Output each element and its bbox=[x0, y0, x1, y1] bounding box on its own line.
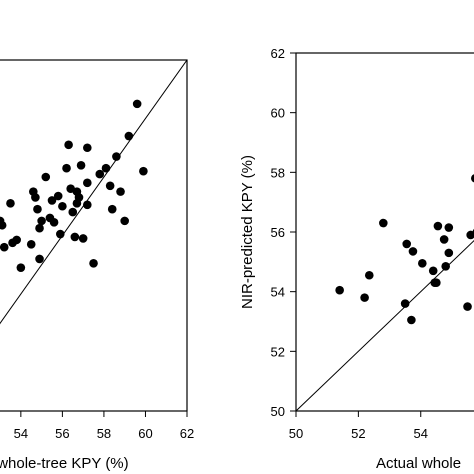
data-point bbox=[35, 223, 44, 233]
data-point bbox=[379, 218, 388, 228]
plot-frame bbox=[295, 52, 474, 412]
y-tick-label: 52 bbox=[271, 344, 285, 359]
data-point bbox=[33, 204, 42, 214]
data-point bbox=[16, 263, 26, 272]
y-tick-label: 50 bbox=[271, 404, 285, 419]
y-tick-label: 56 bbox=[271, 225, 285, 240]
data-point bbox=[463, 302, 472, 311]
data-point bbox=[132, 99, 142, 109]
data-point bbox=[360, 293, 369, 302]
data-point bbox=[70, 232, 80, 242]
x-tick-label: 54 bbox=[414, 426, 428, 441]
data-point bbox=[116, 187, 125, 196]
data-point bbox=[407, 315, 416, 325]
plot-frame bbox=[0, 59, 188, 412]
data-point bbox=[439, 235, 449, 244]
data-point bbox=[124, 131, 134, 141]
data-point bbox=[83, 143, 92, 153]
y-tick-label: 54 bbox=[271, 285, 285, 300]
data-point bbox=[83, 200, 92, 210]
data-point bbox=[112, 152, 121, 161]
data-point bbox=[400, 299, 410, 308]
data-point bbox=[72, 187, 82, 196]
data-point bbox=[364, 270, 374, 280]
data-point bbox=[56, 229, 65, 239]
data-point bbox=[101, 163, 111, 173]
data-point bbox=[26, 239, 36, 249]
data-point bbox=[31, 193, 40, 202]
x-axis-label: Actual whole-tree KPY (%) bbox=[0, 455, 129, 472]
data-point bbox=[107, 204, 117, 214]
data-point bbox=[47, 196, 57, 205]
data-point bbox=[441, 262, 450, 271]
data-point bbox=[466, 230, 474, 240]
data-point bbox=[78, 234, 88, 243]
data-point bbox=[41, 172, 51, 182]
data-point bbox=[68, 207, 78, 217]
data-point bbox=[139, 166, 148, 176]
y-tick-label: 60 bbox=[271, 106, 285, 121]
right-panel: 50 52 54 50 52 54 56 58 60 62 Actual whole NIR-pred… bbox=[239, 46, 474, 472]
data-point bbox=[8, 238, 17, 248]
data-point bbox=[428, 266, 438, 276]
data-point bbox=[45, 213, 55, 223]
data-point bbox=[58, 201, 67, 211]
x-tick-label: 52 bbox=[351, 426, 365, 441]
data-point bbox=[95, 169, 105, 179]
y-axis-label: NIR-predicted KPY (%) bbox=[239, 155, 256, 309]
data-point bbox=[76, 161, 86, 170]
data-point bbox=[64, 140, 73, 150]
data-point bbox=[402, 239, 412, 249]
data-point bbox=[335, 285, 344, 295]
x-tick-label: 58 bbox=[97, 426, 111, 441]
data-point bbox=[105, 181, 115, 191]
data-point bbox=[35, 254, 44, 264]
data-point bbox=[432, 278, 441, 288]
y-tick-label: 62 bbox=[271, 46, 285, 61]
x-tick-label: 62 bbox=[180, 426, 194, 441]
x-tick-label: 50 bbox=[289, 426, 303, 441]
data-point bbox=[433, 221, 443, 231]
data-point bbox=[444, 248, 454, 258]
data-point bbox=[408, 247, 418, 256]
data-point bbox=[53, 191, 63, 201]
data-point bbox=[0, 220, 7, 230]
left-panel: 54 56 58 60 62 Actual whole-tree KPY (%) bbox=[0, 59, 194, 472]
data-point bbox=[89, 258, 98, 268]
one-to-one-line bbox=[296, 240, 474, 411]
data-point bbox=[471, 174, 474, 183]
data-point bbox=[120, 216, 129, 226]
data-point bbox=[37, 216, 46, 226]
data-point bbox=[418, 259, 427, 268]
data-point bbox=[0, 242, 9, 252]
data-point bbox=[6, 199, 15, 208]
data-point bbox=[62, 163, 71, 173]
x-tick-label: 54 bbox=[14, 426, 28, 441]
one-to-one-line bbox=[0, 60, 187, 325]
y-tick-label: 58 bbox=[271, 165, 285, 180]
data-point bbox=[444, 223, 454, 232]
x-axis-label: Actual whole bbox=[376, 455, 461, 472]
data-point bbox=[83, 178, 92, 188]
x-tick-label: 56 bbox=[55, 426, 69, 441]
x-tick-label: 60 bbox=[138, 426, 152, 441]
